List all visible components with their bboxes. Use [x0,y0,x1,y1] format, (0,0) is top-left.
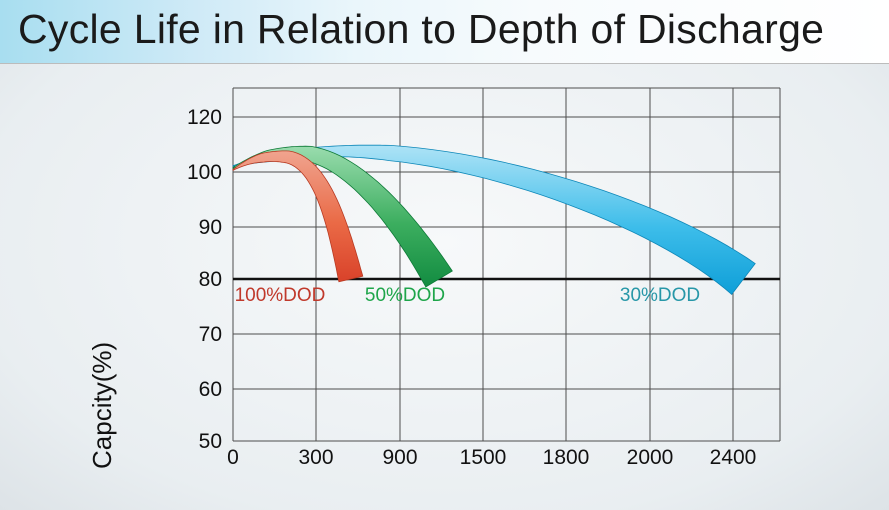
svg-text:70: 70 [199,323,222,346]
svg-text:100: 100 [187,161,222,184]
svg-text:1800: 1800 [543,446,590,469]
svg-text:120: 120 [187,106,222,129]
svg-text:2000: 2000 [627,446,674,469]
svg-text:300: 300 [298,446,333,469]
svg-text:100%DOD: 100%DOD [235,285,326,306]
svg-text:30%DOD: 30%DOD [620,285,700,306]
svg-text:1500: 1500 [460,446,507,469]
svg-text:80: 80 [199,268,222,291]
svg-text:900: 900 [382,446,417,469]
svg-text:50%DOD: 50%DOD [365,285,445,306]
svg-text:2400: 2400 [710,446,757,469]
svg-text:50: 50 [199,430,222,453]
svg-text:60: 60 [199,378,222,401]
svg-text:0: 0 [227,446,239,469]
svg-text:90: 90 [199,216,222,239]
